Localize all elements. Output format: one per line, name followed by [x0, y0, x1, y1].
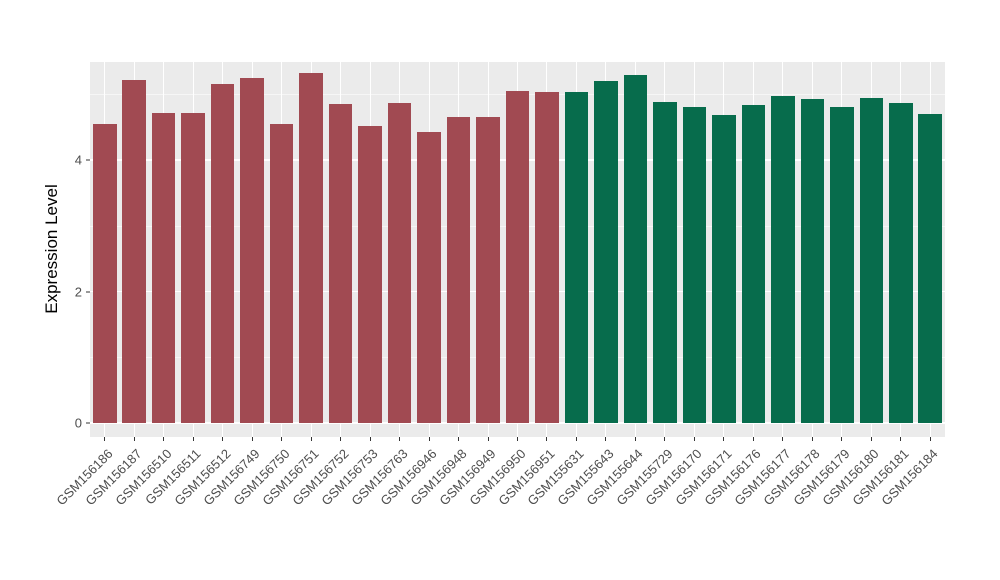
x-tick-mark	[281, 437, 283, 441]
bar-GSM156512	[210, 84, 235, 423]
bar-GSM156951	[535, 91, 559, 423]
bar-GSM156179	[830, 107, 854, 423]
x-axis: GSM156186 GSM156187 GSM156510 GSM156511 GSM1…	[53, 437, 945, 577]
x-tick-mark	[782, 437, 784, 441]
x-tick-mark	[546, 437, 548, 441]
x-tick-mark	[605, 437, 607, 441]
y-tick-label: 2	[74, 284, 82, 299]
bar-GSM155729	[653, 102, 677, 423]
x-tick-mark	[340, 437, 342, 441]
major-gridline	[90, 422, 945, 424]
x-tick-mark	[310, 437, 312, 441]
x-tick-mark	[841, 437, 843, 441]
x-tick-mark	[664, 437, 666, 441]
y-axis-title: Expression Level	[42, 184, 61, 314]
x-tick-mark	[369, 437, 371, 441]
bar-GSM156753	[358, 125, 382, 423]
bar-GSM156171	[712, 115, 736, 423]
bar-GSM156750	[269, 123, 294, 423]
bar-GSM156176	[741, 105, 766, 423]
y-tick-label: 4	[74, 152, 82, 168]
y-tick-mark	[86, 159, 90, 161]
bar-GSM155644	[623, 74, 648, 423]
x-tick-mark	[192, 437, 194, 441]
x-tick-mark	[458, 437, 460, 441]
x-tick-mark	[399, 437, 401, 441]
x-tick-mark	[487, 437, 489, 441]
x-tick-mark	[222, 437, 224, 441]
bar-GSM156946	[417, 132, 441, 423]
y-tick-mark	[86, 422, 90, 424]
bar-GSM156949	[476, 117, 500, 423]
x-tick-mark	[929, 437, 931, 441]
x-tick-mark	[900, 437, 902, 441]
x-tick-mark	[870, 437, 872, 441]
bar-GSM156752	[328, 104, 353, 423]
bar-GSM156751	[299, 73, 323, 423]
plot-panel	[90, 62, 945, 437]
bar-GSM155631	[564, 92, 589, 423]
bar-GSM156186	[92, 123, 117, 423]
x-tick-mark	[517, 437, 518, 441]
y-tick-mark	[86, 291, 90, 292]
bar-GSM156180	[859, 97, 884, 423]
bar-GSM156950	[505, 90, 530, 423]
bar-GSM156170	[682, 107, 707, 423]
bar-GSM156763	[387, 102, 412, 423]
bar-GSM156511	[181, 112, 205, 423]
x-tick-mark	[693, 437, 695, 441]
x-tick-mark	[723, 437, 725, 441]
x-tick-mark	[752, 437, 754, 441]
bar-GSM156749	[240, 77, 264, 423]
bar-GSM155643	[594, 81, 618, 423]
x-tick-mark	[104, 437, 106, 441]
x-tick-mark	[163, 437, 165, 441]
y-tick-label: 0	[74, 415, 82, 431]
x-tick-mark	[251, 437, 253, 441]
bar-GSM156177	[771, 96, 795, 423]
x-tick-mark	[428, 437, 430, 441]
bar-GSM156181	[888, 102, 913, 423]
bar-GSM156178	[800, 98, 825, 423]
bar-GSM156510	[151, 112, 176, 423]
bar-GSM156184	[918, 113, 943, 423]
bar-GSM156187	[122, 79, 146, 423]
x-tick-mark	[634, 437, 636, 441]
x-tick-mark	[575, 437, 577, 441]
x-tick-mark	[811, 437, 813, 441]
x-tick-mark	[133, 437, 135, 441]
bar-GSM156948	[446, 117, 471, 423]
